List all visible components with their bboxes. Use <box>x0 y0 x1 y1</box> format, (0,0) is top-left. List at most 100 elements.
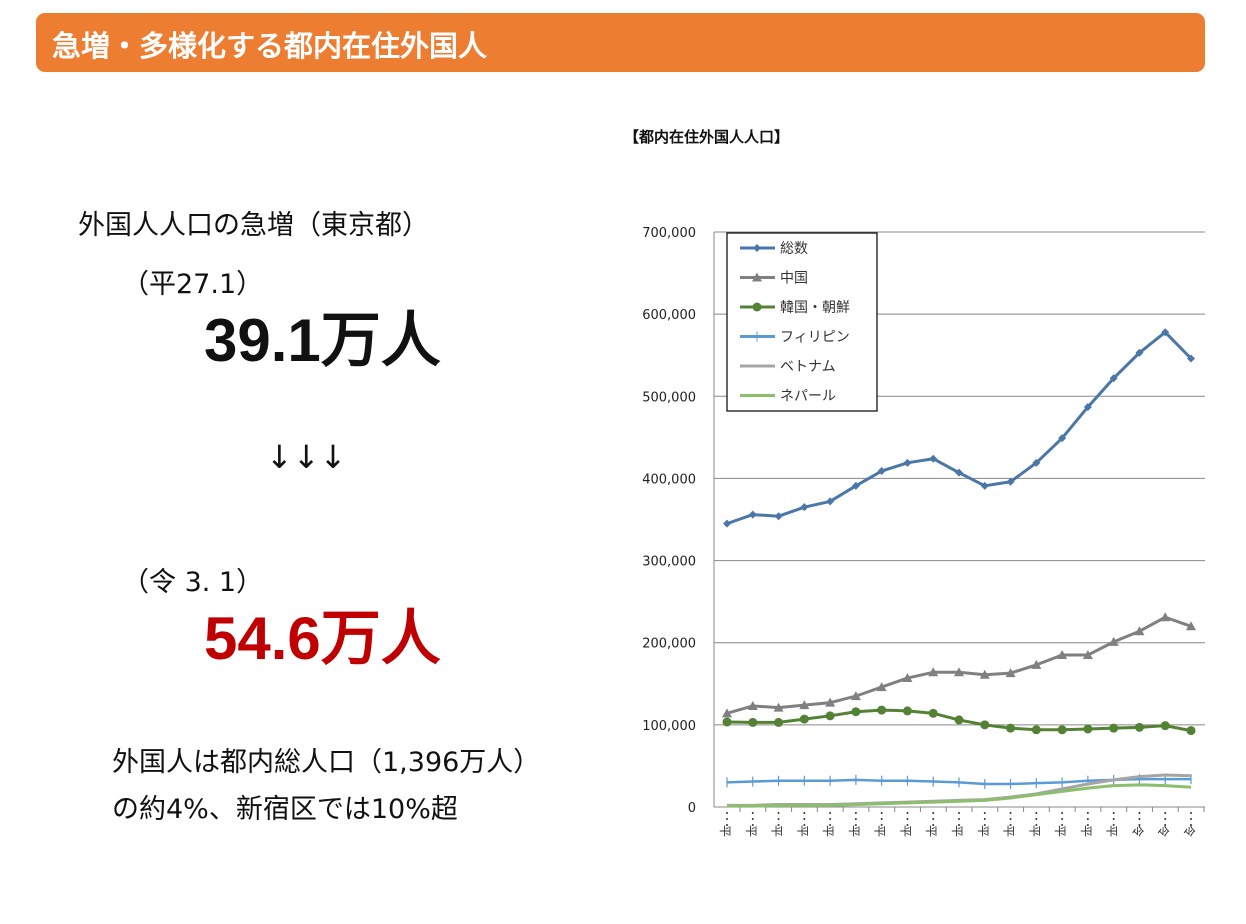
x-tick-dot <box>777 812 780 814</box>
data-point <box>955 468 963 477</box>
date-after: （令 3. 1） <box>122 567 264 598</box>
x-tick-dot <box>803 824 806 826</box>
x-tick-label: 平 <box>1079 825 1093 837</box>
x-tick-dot <box>932 824 935 826</box>
x-tick-dot <box>906 818 909 820</box>
data-point <box>902 673 913 683</box>
x-tick-dot <box>777 824 780 826</box>
data-point <box>774 512 783 521</box>
data-point <box>773 702 784 712</box>
x-tick-dot <box>1061 818 1064 820</box>
x-tick-dot <box>1009 812 1012 814</box>
y-tick-label: 300,000 <box>642 555 696 570</box>
x-tick-dot <box>1035 824 1038 826</box>
series-5 <box>727 783 1192 808</box>
x-tick-dot <box>1164 812 1167 814</box>
value-after: 54.6万人 <box>204 605 441 672</box>
legend-item: 総数 <box>740 241 808 257</box>
x-tick-label: 平 <box>795 825 809 837</box>
data-point <box>903 458 912 467</box>
y-tick-label: 200,000 <box>642 637 696 652</box>
y-tick-label: 100,000 <box>642 719 696 734</box>
note-line2: の約4%、新宿区では10%超 <box>112 794 458 825</box>
data-point <box>1057 650 1068 660</box>
data-point <box>954 667 964 677</box>
x-tick-dot <box>1035 818 1038 820</box>
data-point <box>748 717 758 727</box>
data-point <box>748 510 757 519</box>
legend-label: フィリピン <box>780 330 850 346</box>
legend-label: 韓国・朝鮮 <box>780 300 850 316</box>
x-tick-label: 令 <box>1182 825 1197 837</box>
x-tick-dot <box>983 812 986 814</box>
x-tick-dot <box>932 812 935 814</box>
data-point <box>851 481 860 490</box>
x-tick-label: 令 <box>1130 825 1145 837</box>
x-tick-label: 平 <box>847 825 861 837</box>
x-tick-dot <box>1112 824 1115 826</box>
series-2 <box>722 705 1196 736</box>
legend-marker <box>753 244 761 252</box>
arrows: ↓↓↓ <box>266 438 347 476</box>
x-tick-dot <box>880 818 883 820</box>
data-point <box>851 707 861 717</box>
x-tick-dot <box>751 812 754 814</box>
x-tick-dot <box>1009 818 1012 820</box>
x-tick-dot <box>751 818 754 820</box>
x-tick-dot <box>854 818 857 820</box>
data-point <box>1109 374 1118 383</box>
x-tick-dot <box>829 818 832 820</box>
x-tick-label: 平 <box>1053 825 1067 837</box>
data-point <box>1186 726 1196 736</box>
data-point <box>902 706 912 716</box>
data-point <box>876 682 887 692</box>
data-point <box>1057 725 1067 735</box>
x-tick-dot <box>880 824 883 826</box>
x-tick-dot <box>958 812 960 814</box>
x-tick-dot <box>803 812 806 814</box>
series-line <box>727 783 1192 808</box>
data-point <box>747 700 758 710</box>
legend-label: ネパール <box>780 389 836 405</box>
x-tick-dot <box>906 824 909 826</box>
legend-item: ベトナム <box>740 359 836 375</box>
x-tick-label: 平 <box>898 825 912 837</box>
x-tick-dot <box>958 824 960 826</box>
series-1 <box>722 612 1196 718</box>
page-title: 急増・多様化する都内在住外国人 <box>52 29 488 63</box>
x-tick-dot <box>1086 818 1089 820</box>
x-tick-label: 平 <box>718 825 732 837</box>
x-tick-label: 平 <box>950 825 964 837</box>
x-tick-label: 平 <box>1105 825 1119 837</box>
x-tick-dot <box>1138 824 1141 826</box>
x-tick-dot <box>726 812 728 814</box>
x-tick-dot <box>880 812 883 814</box>
data-point <box>979 669 990 679</box>
x-tick-dot <box>958 818 960 820</box>
data-point <box>825 711 835 721</box>
data-point <box>980 481 989 490</box>
data-point <box>1134 722 1144 732</box>
legend-box <box>726 232 878 412</box>
data-point <box>1161 328 1170 337</box>
data-point <box>877 705 887 715</box>
data-point <box>799 700 810 710</box>
data-point <box>1109 723 1119 733</box>
x-tick-dot <box>854 812 857 814</box>
chart-title: 【都内在住外国人人口】 <box>624 128 790 146</box>
data-point <box>980 720 990 730</box>
data-point <box>1032 458 1041 467</box>
legend-marker <box>752 302 762 312</box>
data-point <box>1006 723 1016 733</box>
x-tick-dot <box>726 818 728 820</box>
data-point <box>1031 725 1041 735</box>
x-tick-dot <box>854 824 857 826</box>
x-tick-dot <box>1164 818 1167 820</box>
x-tick-dot <box>932 818 935 820</box>
x-tick-dot <box>1190 824 1192 826</box>
data-point <box>1187 354 1195 363</box>
x-tick-dot <box>726 824 728 826</box>
date-before: （平27.1） <box>122 269 264 300</box>
